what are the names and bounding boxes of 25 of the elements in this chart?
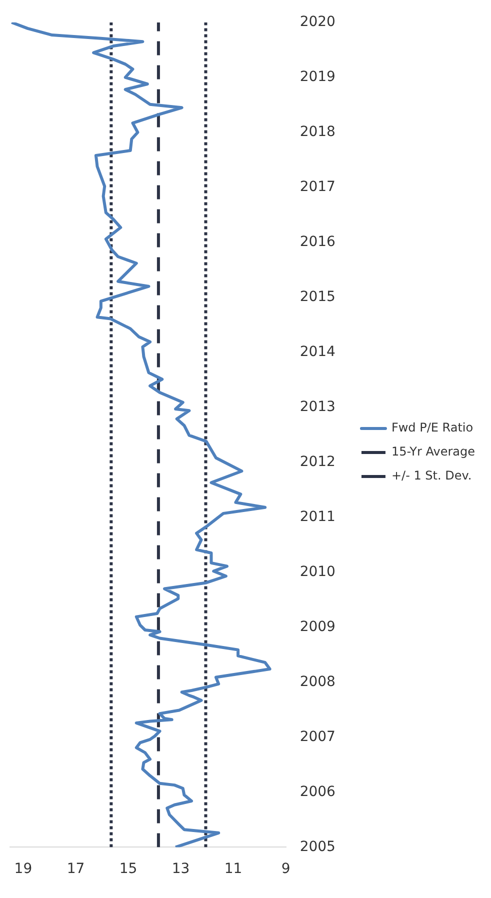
y-tick-label: 2014: [300, 344, 336, 360]
y-tick-label: 2012: [300, 454, 336, 470]
y-tick-label: 2019: [300, 69, 336, 86]
y-tick-label: 2007: [300, 728, 336, 745]
x-tick-label: 17: [66, 861, 85, 878]
y-tick-label: 2020: [300, 14, 336, 30]
legend-label: Fwd P/E Ratio: [391, 420, 474, 435]
y-tick-label: 2016: [300, 234, 336, 250]
y-tick-label: 2013: [300, 398, 336, 415]
x-tick-label: 19: [14, 861, 32, 878]
x-tick-label: 9: [281, 861, 290, 878]
y-tick-label: 2011: [300, 508, 336, 525]
y-tick-label: 2017: [300, 179, 336, 195]
y-tick-label: 2005: [300, 838, 336, 855]
x-tick-label: 11: [224, 861, 242, 878]
y-tick-label: 2018: [300, 124, 336, 140]
y-tick-label: 2006: [300, 784, 336, 800]
y-tick-label: 2009: [300, 618, 336, 635]
x-tick-label: 15: [119, 861, 138, 878]
x-tick-label: 13: [172, 861, 190, 878]
legend-label: 15-Yr Average: [391, 444, 475, 459]
y-tick-label: 2015: [300, 288, 336, 305]
legend-label: +/- 1 St. Dev.: [391, 468, 472, 483]
y-tick-label: 2008: [300, 674, 336, 690]
y-tick-label: 2010: [300, 564, 336, 580]
